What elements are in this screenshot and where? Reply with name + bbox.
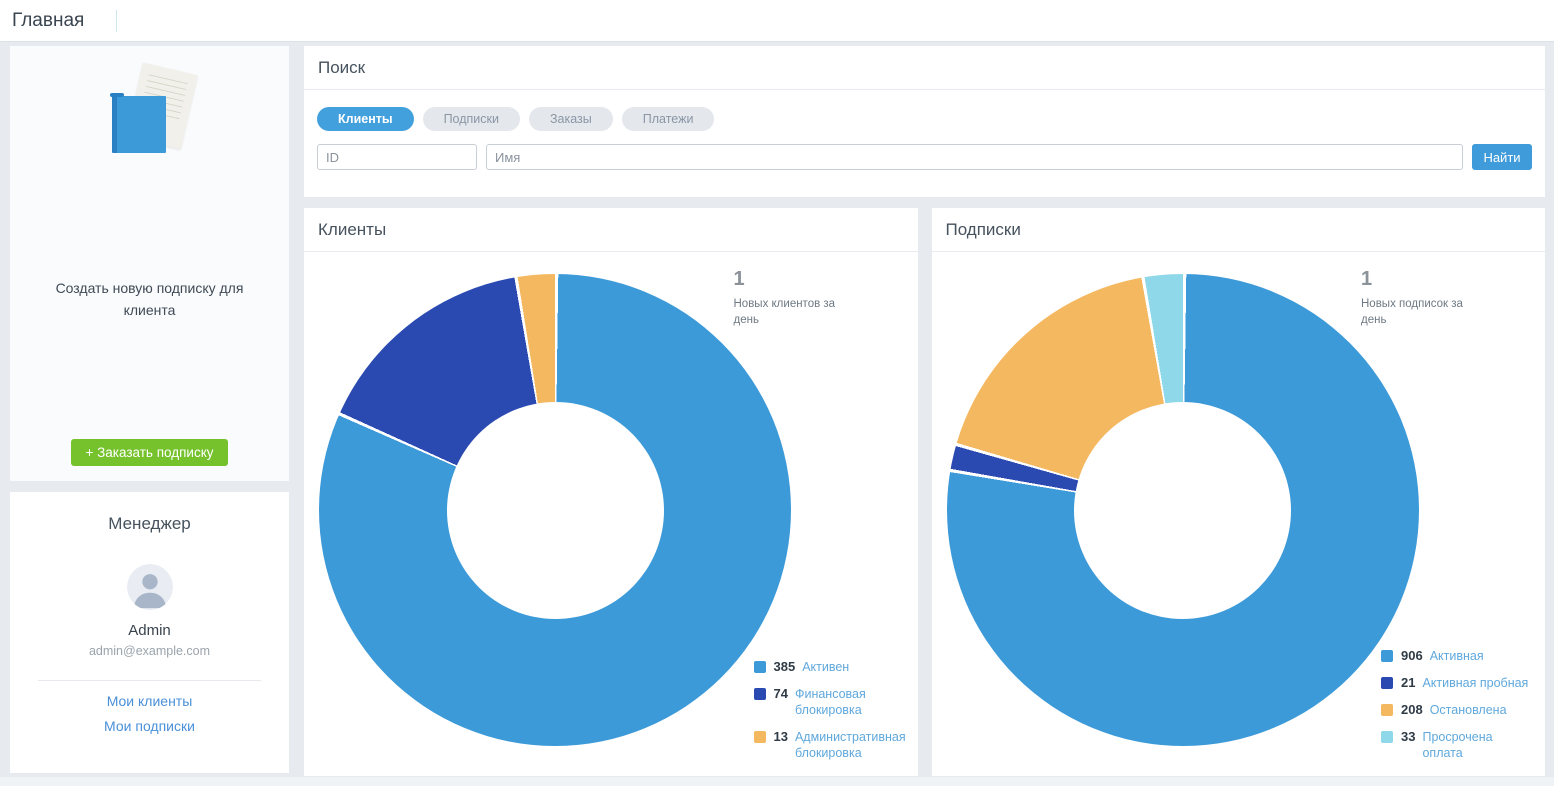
legend-swatch-icon (1381, 703, 1393, 716)
content: Создать новую подписку для клиента + Зак… (0, 42, 1554, 776)
chart-panel: Подписки 1 Новых подписок за день 906 Акт… (931, 208, 1546, 776)
legend-swatch-icon (753, 688, 766, 700)
manager-links: Мои клиенты Мои подписки (10, 693, 289, 734)
legend-value: 13 (773, 728, 788, 744)
manager-card-title: Менеджер (108, 514, 191, 533)
daily-counter: 1 Новых клиентов за день (734, 268, 856, 328)
legend-item[interactable]: 74 Финансовая блокировка (753, 686, 906, 719)
order-subscription-button[interactable]: + Заказать подписку (71, 439, 228, 467)
chart-panel: Клиенты 1 Новых клиентов за день 385 Акти… (304, 208, 918, 776)
daily-counter-value: 1 (733, 268, 745, 290)
create-subscription-text: Создать новую подписку для клиента (55, 280, 244, 318)
legend-value: 21 (1401, 674, 1416, 690)
manager-card-divider (38, 680, 261, 681)
page-title: Главная (12, 9, 85, 31)
legend-label: Финансовая блокировка (794, 687, 866, 718)
chart-legend: 385 Активен 74 Финансовая блокировка 13 Админ… (753, 659, 906, 762)
manager-email: admin@example.com (88, 644, 211, 658)
search-tabs: Клиенты Подписки Заказы Платежи (304, 90, 1545, 131)
chart-area: 1 Новых клиентов за день 385 Активен 74 Фин… (304, 252, 918, 775)
create-subscription-card: Создать новую подписку для клиента + Зак… (10, 46, 289, 481)
bottom-strip (0, 777, 1554, 786)
legend-item[interactable]: 13 Административная блокировка (753, 728, 906, 762)
legend-swatch-icon (753, 730, 766, 743)
legend-swatch-icon (1381, 676, 1393, 689)
donut-hole (446, 401, 664, 619)
search-name-input[interactable] (486, 144, 1463, 170)
search-form: Найти (304, 131, 1545, 170)
manager-name: Admin (128, 622, 171, 639)
charts-row: Клиенты 1 Новых клиентов за день 385 Акти… (304, 208, 1545, 776)
daily-counter-label: Новых клиентов за день (733, 298, 836, 326)
top-bar: Главная (0, 0, 1554, 42)
chart-area: 1 Новых подписок за день 906 Активная 21 Ак… (932, 252, 1546, 775)
search-panel-title: Поиск (304, 46, 1545, 90)
daily-counter-label: Новых подписок за день (1361, 298, 1463, 326)
my-clients-link[interactable]: Мои клиенты (106, 693, 193, 709)
chart-panel-title: Подписки (931, 208, 1545, 252)
search-tab-2[interactable]: Заказы (528, 107, 613, 131)
legend-value: 74 (773, 686, 788, 701)
legend-label: Активная (1429, 648, 1484, 663)
legend-value: 208 (1401, 701, 1423, 717)
legend-item[interactable]: 906 Активная (1381, 648, 1533, 665)
user-avatar-icon (126, 564, 173, 610)
search-id-input[interactable] (317, 144, 477, 170)
book-icon (109, 93, 166, 153)
legend-item[interactable]: 385 Активен (753, 659, 906, 676)
legend-item[interactable]: 21 Активная пробная (1381, 675, 1533, 692)
legend-value: 906 (1401, 647, 1423, 663)
legend-label: Остановлена (1429, 702, 1507, 717)
donut-chart[interactable] (946, 274, 1419, 746)
book-document-icon (90, 62, 210, 156)
legend-item[interactable]: 33 Просрочена оплата (1381, 729, 1533, 762)
manager-card: Менеджер Admin admin@example.com Мои кли… (10, 492, 289, 773)
legend-value: 33 (1401, 728, 1416, 744)
legend-value: 385 (773, 659, 796, 675)
search-tab-1[interactable]: Подписки (422, 107, 520, 131)
daily-counter: 1 Новых подписок за день (1361, 268, 1483, 328)
donut-chart[interactable] (319, 274, 791, 746)
daily-counter-value: 1 (1361, 268, 1373, 290)
legend-label: Активен (802, 660, 850, 675)
legend-label: Просрочена оплата (1422, 729, 1493, 760)
legend-label: Административная блокировка (794, 729, 906, 760)
search-tab-3[interactable]: Платежи (621, 107, 715, 131)
legend-label: Активная пробная (1422, 675, 1529, 690)
title-divider (116, 9, 118, 32)
legend-item[interactable]: 208 Остановлена (1381, 702, 1533, 719)
chart-panel-title: Клиенты (304, 208, 918, 252)
legend-swatch-icon (1381, 649, 1393, 662)
chart-legend: 906 Активная 21 Активная пробная 208 Остановл… (1381, 648, 1533, 761)
main-column: Поиск Клиенты Подписки Заказы Платежи Найти… (304, 46, 1545, 776)
my-subscriptions-link[interactable]: Мои подписки (104, 718, 195, 734)
search-tab-0[interactable]: Клиенты (317, 107, 414, 131)
legend-swatch-icon (1381, 730, 1393, 743)
search-submit-button[interactable]: Найти (1472, 144, 1532, 170)
legend-swatch-icon (753, 661, 766, 674)
search-panel: Поиск Клиенты Подписки Заказы Платежи Найти (304, 46, 1545, 197)
left-column: Создать новую подписку для клиента + Зак… (10, 46, 289, 776)
donut-hole (1074, 401, 1292, 619)
